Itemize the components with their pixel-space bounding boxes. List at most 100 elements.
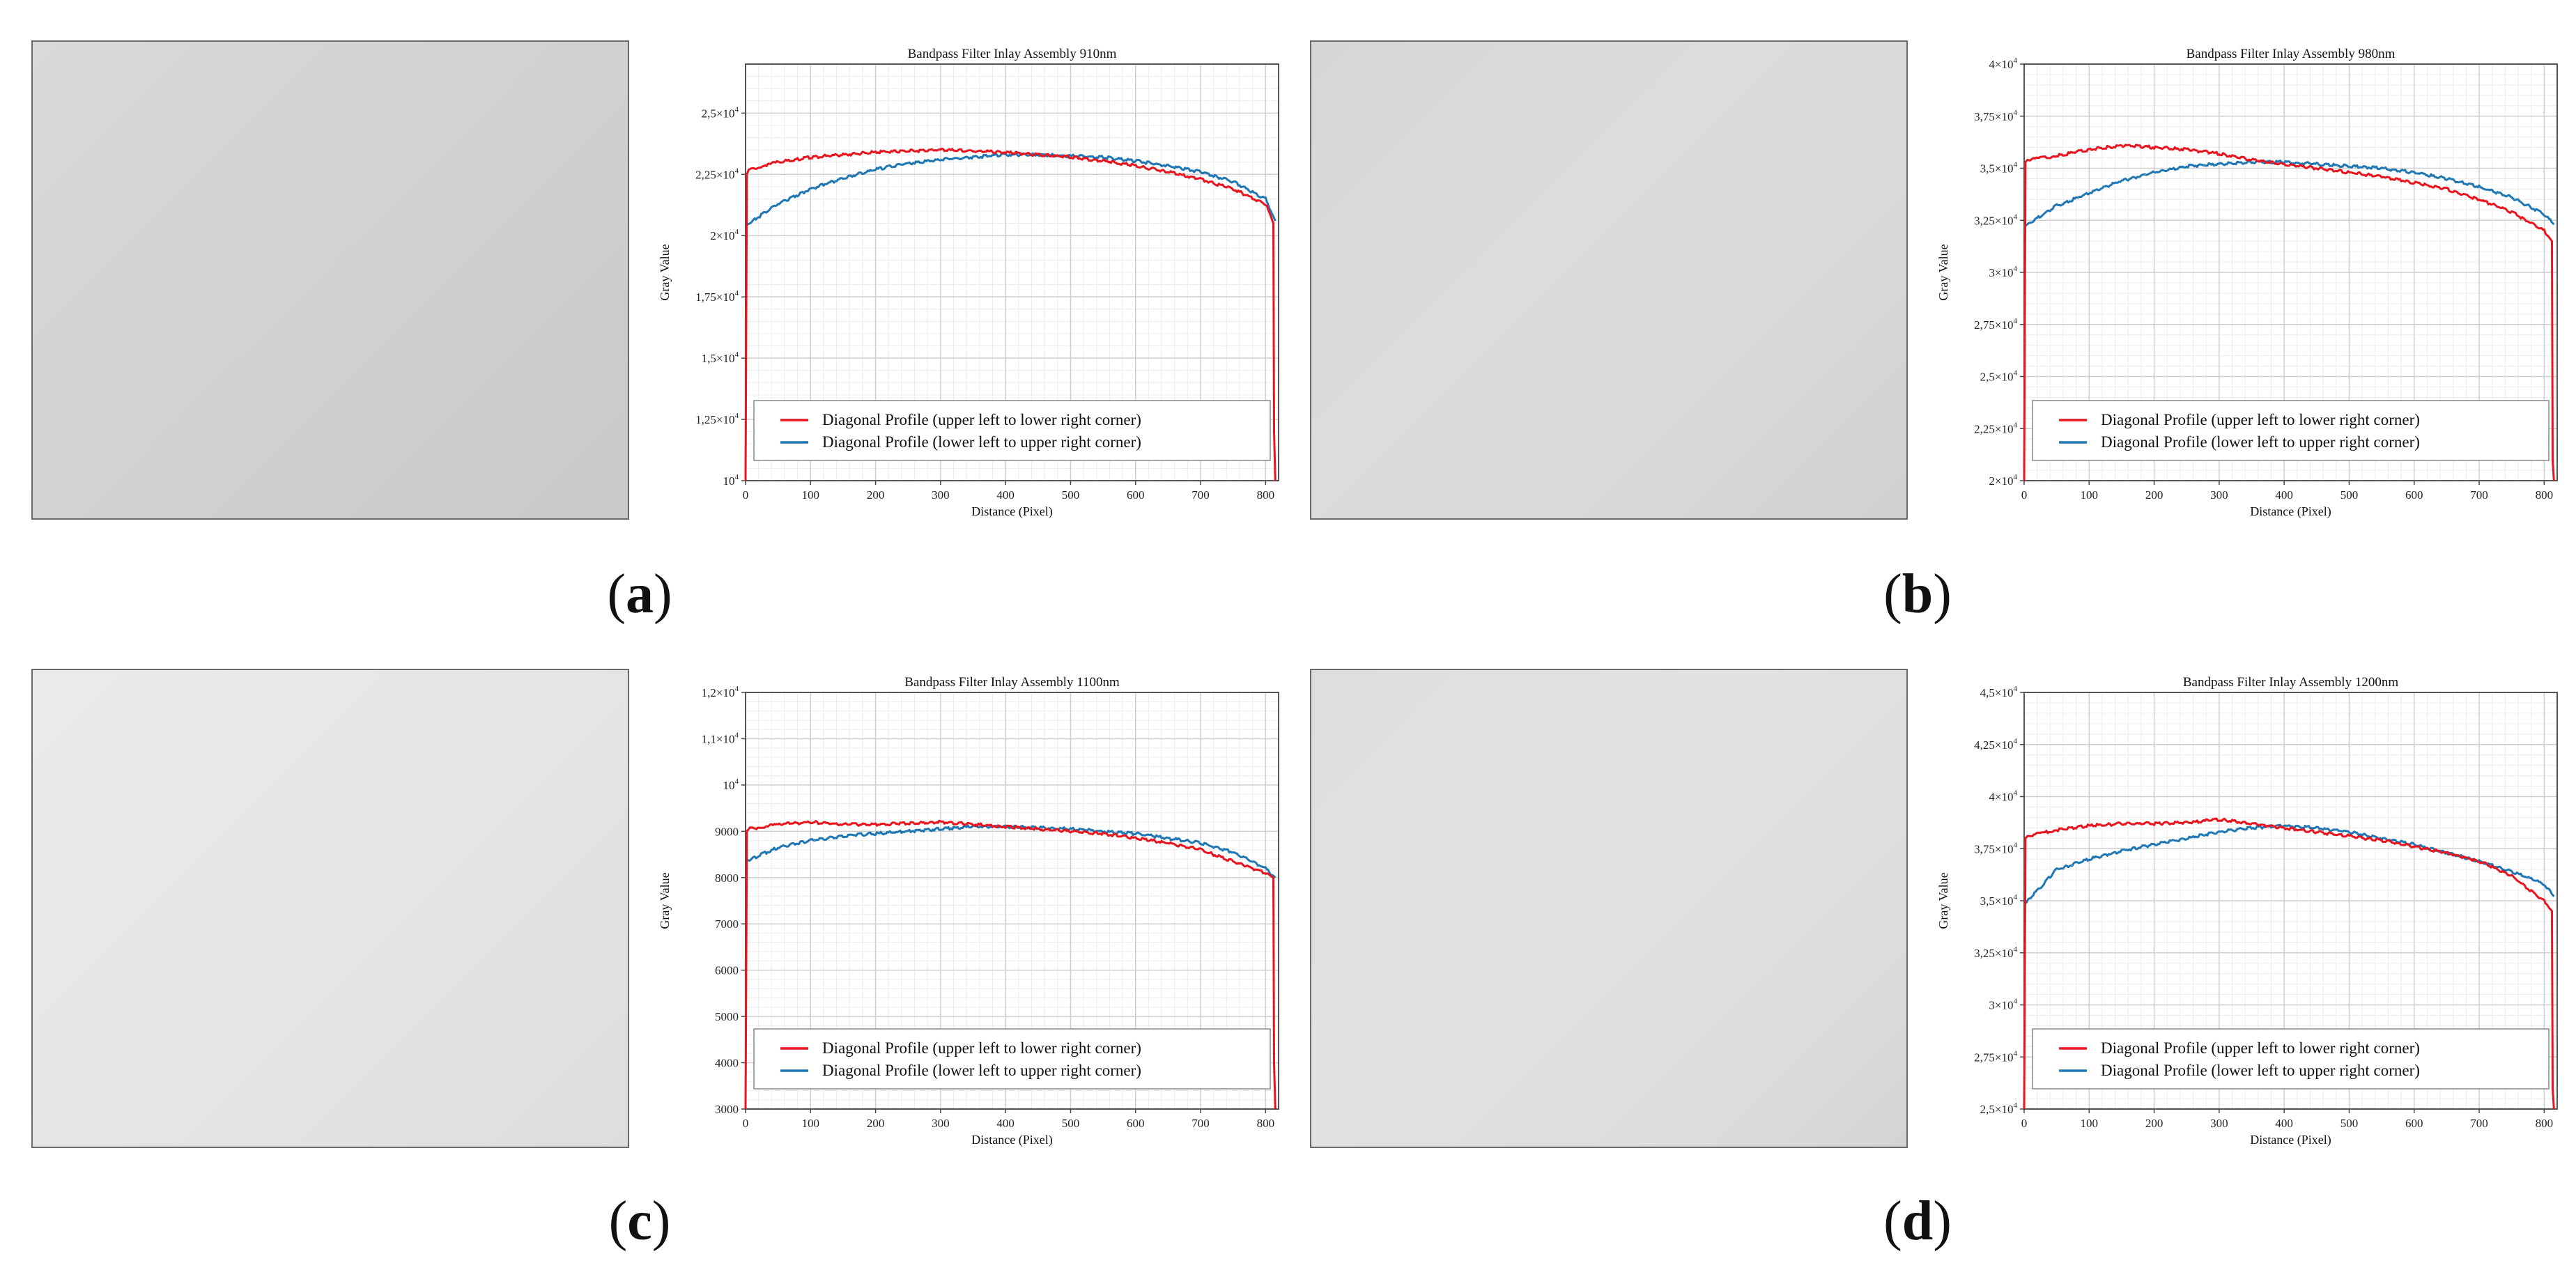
x-tick-label: 800 xyxy=(2536,1117,2554,1130)
y-tick-label: 1,1×104 xyxy=(702,731,739,745)
y-tick-label: 2,75×104 xyxy=(1974,1049,2017,1064)
y-tick-label: 2×104 xyxy=(710,228,739,242)
sample-image-b xyxy=(1310,40,1908,520)
x-axis-label: Distance (Pixel) xyxy=(2250,1133,2331,1147)
y-tick-label: 2,25×104 xyxy=(1974,421,2017,435)
legend-label-2: Diagonal Profile (lower left to upper ri… xyxy=(822,433,1141,451)
x-tick-label: 300 xyxy=(2210,1117,2228,1130)
legend-label-2: Diagonal Profile (lower left to upper ri… xyxy=(2101,1062,2420,1079)
y-tick-label: 4,5×104 xyxy=(1980,685,2018,699)
legend-label-2: Diagonal Profile (lower left to upper ri… xyxy=(2101,433,2420,451)
sample-image-a xyxy=(31,40,629,520)
x-tick-label: 800 xyxy=(1257,488,1275,502)
y-tick-label: 3,25×104 xyxy=(1974,212,2017,227)
panel-letter-a: a xyxy=(626,564,654,625)
y-tick-label: 4000 xyxy=(715,1057,739,1070)
x-tick-label: 100 xyxy=(2081,488,2099,502)
x-tick-label: 400 xyxy=(2275,1117,2293,1130)
y-tick-label: 1,75×104 xyxy=(695,289,739,304)
y-tick-label: 7000 xyxy=(715,917,739,931)
y-tick-label: 3,5×104 xyxy=(1980,893,2018,908)
series-line-1 xyxy=(2023,144,2555,481)
y-tick-label: 4,25×104 xyxy=(1974,737,2017,752)
series-line-1 xyxy=(744,819,1277,1110)
x-tick-label: 300 xyxy=(2210,488,2228,502)
x-tick-label: 400 xyxy=(2275,488,2293,502)
y-tick-label: 104 xyxy=(723,777,739,792)
panel-label-d: (d) xyxy=(1883,1191,1952,1252)
legend-label-1: Diagonal Profile (upper left to lower ri… xyxy=(822,1039,1141,1057)
y-tick-label: 3000 xyxy=(715,1103,739,1116)
legend-label-1: Diagonal Profile (upper left to lower ri… xyxy=(2101,411,2420,428)
legend-box xyxy=(2032,400,2550,461)
y-tick-label: 5000 xyxy=(715,1010,739,1023)
x-tick-label: 300 xyxy=(932,1117,950,1130)
y-tick-label: 2×104 xyxy=(1989,473,2017,488)
x-tick-label: 600 xyxy=(2405,1117,2423,1130)
x-tick-label: 400 xyxy=(996,1117,1015,1130)
legend: Diagonal Profile (upper left to lower ri… xyxy=(2032,1028,2550,1090)
y-tick-label: 9000 xyxy=(715,825,739,838)
chart-910nm: 0 100 200 300 400 500 600 700 800 104 1,25×104 1,5×… xyxy=(658,47,1279,519)
y-axis-label: Gray Value xyxy=(1936,244,1950,300)
x-tick-label: 400 xyxy=(996,488,1015,502)
y-tick-label: 104 xyxy=(723,473,739,488)
chart-title: Bandpass Filter Inlay Assembly 1100nm xyxy=(904,675,1120,690)
legend-label-1: Diagonal Profile (upper left to lower ri… xyxy=(2101,1039,2420,1057)
series-line-1 xyxy=(2023,817,2555,1110)
legend: Diagonal Profile (upper left to lower ri… xyxy=(753,1028,1271,1090)
panel-label-a: (a) xyxy=(607,564,672,625)
legend: Diagonal Profile (upper left to lower ri… xyxy=(753,400,1271,461)
x-tick-label: 200 xyxy=(867,488,885,502)
x-tick-label: 0 xyxy=(743,1117,749,1130)
x-tick-label: 700 xyxy=(2470,488,2488,502)
y-tick-label: 8000 xyxy=(715,871,739,885)
series-line-2 xyxy=(745,152,1277,227)
x-axis-label: Distance (Pixel) xyxy=(971,504,1052,519)
x-tick-label: 800 xyxy=(1257,1117,1275,1130)
x-tick-label: 100 xyxy=(802,488,820,502)
legend-label-1: Diagonal Profile (upper left to lower ri… xyxy=(822,411,1141,428)
x-tick-label: 600 xyxy=(2405,488,2423,502)
y-axis-label: Gray Value xyxy=(658,244,672,300)
y-tick-label: 2,75×104 xyxy=(1974,317,2017,332)
chart-1100nm: 0 100 200 300 400 500 600 700 800 3000 4000 5000 600… xyxy=(658,675,1279,1147)
x-tick-label: 500 xyxy=(2340,488,2359,502)
chart-title: Bandpass Filter Inlay Assembly 910nm xyxy=(908,47,1117,61)
series-line-2 xyxy=(2023,823,2555,906)
y-tick-label: 3,25×104 xyxy=(1974,945,2017,960)
y-tick-label: 2,5×104 xyxy=(1980,369,2018,384)
x-tick-label: 500 xyxy=(2340,1117,2359,1130)
x-tick-label: 300 xyxy=(932,488,950,502)
y-tick-label: 4×104 xyxy=(1989,56,2017,71)
panel-letter-c: c xyxy=(627,1191,652,1252)
x-tick-label: 200 xyxy=(2145,488,2164,502)
x-tick-label: 0 xyxy=(743,488,749,502)
y-tick-label: 3×104 xyxy=(1989,265,2017,279)
chart-1200nm: 0 100 200 300 400 500 600 700 800 2,5×104 2,75×104… xyxy=(1936,675,2558,1147)
y-tick-label: 1,25×104 xyxy=(695,412,739,426)
x-tick-label: 700 xyxy=(1191,1117,1210,1130)
y-tick-label: 2,5×104 xyxy=(1980,1101,2018,1116)
x-axis-label: Distance (Pixel) xyxy=(971,1133,1052,1147)
legend: Diagonal Profile (upper left to lower ri… xyxy=(2032,400,2550,461)
panel-letter-d: d xyxy=(1902,1191,1934,1252)
x-tick-label: 500 xyxy=(1062,1117,1080,1130)
series-line-1 xyxy=(744,147,1277,481)
y-axis-label: Gray Value xyxy=(658,872,672,929)
x-tick-label: 200 xyxy=(867,1117,885,1130)
x-tick-label: 100 xyxy=(802,1117,820,1130)
y-tick-label: 2,5×104 xyxy=(702,105,739,120)
chart-980nm: 0 100 200 300 400 500 600 700 800 2×104 2,25×104 2,… xyxy=(1936,47,2558,519)
x-tick-label: 0 xyxy=(2021,488,2028,502)
legend-box xyxy=(2032,1028,2550,1090)
y-tick-label: 3,75×104 xyxy=(1974,841,2017,855)
y-tick-label: 3,75×104 xyxy=(1974,109,2017,123)
sample-image-c xyxy=(31,669,629,1148)
chart-title: Bandpass Filter Inlay Assembly 980nm xyxy=(2186,47,2396,61)
y-tick-label: 1,2×104 xyxy=(702,685,739,699)
panel-label-c: (c) xyxy=(608,1191,671,1252)
legend-label-2: Diagonal Profile (lower left to upper ri… xyxy=(822,1062,1141,1079)
x-tick-label: 100 xyxy=(2081,1117,2099,1130)
y-axis-label: Gray Value xyxy=(1936,872,1950,929)
